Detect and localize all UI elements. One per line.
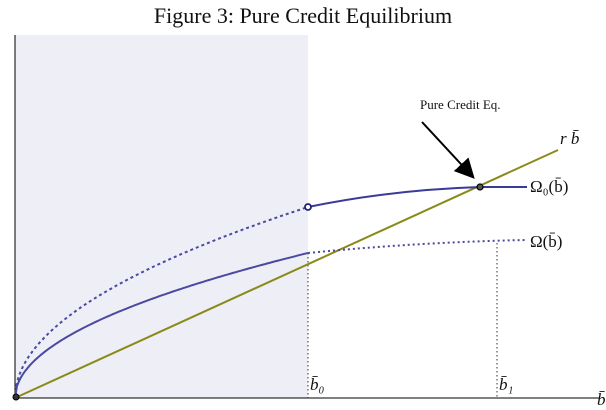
equilibrium-point (476, 183, 484, 191)
r-b-line (14, 149, 559, 399)
line-label: r b̄ (560, 129, 580, 148)
open-point (304, 203, 312, 211)
origin-point (12, 393, 20, 401)
omega0-dashed (14, 206, 309, 399)
shaded-region (15, 35, 308, 398)
b0-label: b̄₀ (310, 375, 325, 394)
omega-curve (14, 252, 309, 399)
omega0-label: Ω₀(b̄) (530, 177, 568, 196)
arrow (421, 121, 475, 179)
b1-label: b̄₁ (499, 375, 513, 394)
omega0-solid (307, 186, 527, 208)
x-axis-label: b̄ (597, 390, 606, 409)
annotation: Pure Credit Eq. (420, 97, 501, 112)
title: Figure 3: Pure Credit Equilibrium (154, 3, 452, 28)
omega-dotted (307, 239, 528, 254)
omega-label: Ω(b̄) (530, 232, 562, 251)
